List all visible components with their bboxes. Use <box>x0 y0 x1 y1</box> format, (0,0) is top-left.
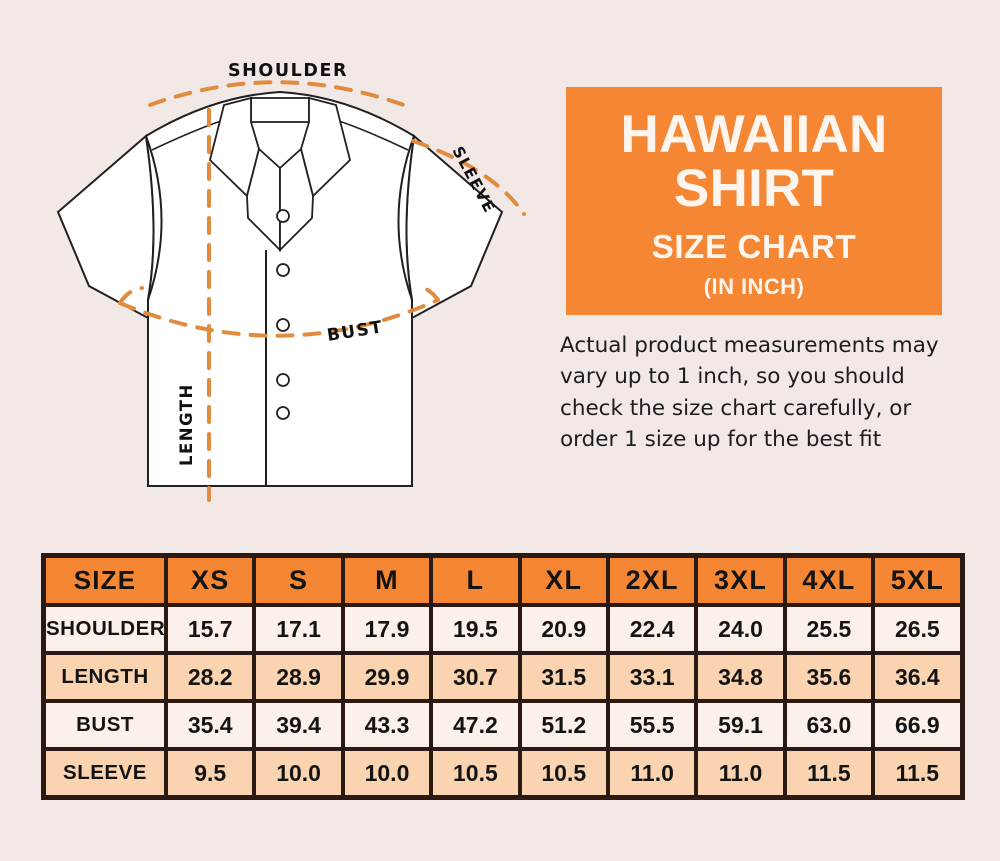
shirt-illustration <box>56 90 504 487</box>
title-line-2: SHIRT <box>673 158 835 218</box>
cell-sleeve-s: 10.0 <box>254 749 343 797</box>
left-armhole-seam <box>145 135 163 301</box>
right-armhole-seam <box>397 135 415 301</box>
description-text: Actual product measurements may vary up … <box>560 333 939 453</box>
sleeve-guide-line <box>411 139 526 216</box>
cell-sleeve-4xl: 11.5 <box>784 749 874 797</box>
shirt-body-shape <box>144 90 416 487</box>
shoulder-label: SHOULDER <box>228 61 348 81</box>
row-label-sleeve: SLEEVE <box>44 749 166 797</box>
header-size-xl: XL <box>519 556 608 605</box>
title-line-1: HAWAIIAN <box>620 104 888 164</box>
button <box>276 263 290 277</box>
cell-bust-m: 43.3 <box>342 701 432 749</box>
header-size-4xl: 4XL <box>784 556 874 605</box>
right-lapel <box>279 147 314 253</box>
header-size-m: M <box>342 556 432 605</box>
table-body: SHOULDER 15.7 17.1 17.9 19.5 20.9 22.4 2… <box>44 605 962 797</box>
cell-bust-5xl: 66.9 <box>873 701 962 749</box>
title-subtitle: SIZE CHART <box>651 227 857 265</box>
cell-length-m: 29.9 <box>342 653 432 701</box>
title-panel: HAWAIIAN SHIRT SIZE CHART (IN INCH) <box>566 87 942 315</box>
cell-sleeve-xl: 10.5 <box>519 749 608 797</box>
cell-shoulder-xl: 20.9 <box>519 605 608 653</box>
cell-length-xl: 31.5 <box>519 653 608 701</box>
cell-sleeve-5xl: 11.5 <box>873 749 962 797</box>
table-row: LENGTH 28.2 28.9 29.9 30.7 31.5 33.1 34.… <box>44 653 962 701</box>
cell-bust-2xl: 55.5 <box>607 701 697 749</box>
cell-sleeve-3xl: 11.0 <box>696 749 785 797</box>
left-lapel <box>246 147 281 253</box>
table-header: SIZE XS S M L XL 2XL 3XL 4XL 5XL <box>44 556 962 605</box>
header-size-2xl: 2XL <box>607 556 697 605</box>
table-row: BUST 35.4 39.4 43.3 47.2 51.2 55.5 59.1 … <box>44 701 962 749</box>
cell-shoulder-s: 17.1 <box>254 605 343 653</box>
row-label-length: LENGTH <box>44 653 166 701</box>
cell-length-2xl: 33.1 <box>607 653 697 701</box>
cell-bust-3xl: 59.1 <box>696 701 785 749</box>
cell-length-xs: 28.2 <box>166 653 255 701</box>
cell-bust-xs: 35.4 <box>166 701 255 749</box>
shirt-diagram: SHOULDER SLEEVE BUST LENGTH <box>0 0 560 530</box>
header-size-5xl: 5XL <box>873 556 962 605</box>
button <box>276 318 290 332</box>
row-label-shoulder: SHOULDER <box>44 605 166 653</box>
cell-shoulder-xs: 15.7 <box>166 605 255 653</box>
cell-shoulder-4xl: 25.5 <box>784 605 874 653</box>
cell-length-l: 30.7 <box>431 653 520 701</box>
button <box>276 373 290 387</box>
header-size-label: SIZE <box>44 556 166 605</box>
cell-shoulder-2xl: 22.4 <box>607 605 697 653</box>
cell-shoulder-5xl: 26.5 <box>873 605 962 653</box>
header-size-3xl: 3XL <box>696 556 785 605</box>
cell-bust-4xl: 63.0 <box>784 701 874 749</box>
cell-shoulder-m: 17.9 <box>342 605 432 653</box>
button <box>276 209 290 223</box>
cell-shoulder-3xl: 24.0 <box>696 605 785 653</box>
header-size-s: S <box>254 556 343 605</box>
measurement-guides <box>118 80 526 502</box>
bust-guide-line <box>118 298 440 338</box>
bust-guide-cap-right <box>414 284 440 302</box>
cell-sleeve-m: 10.0 <box>342 749 432 797</box>
cell-bust-s: 39.4 <box>254 701 343 749</box>
header-size-xs: XS <box>166 556 255 605</box>
cell-length-5xl: 36.4 <box>873 653 962 701</box>
right-sleeve-shape <box>405 134 504 320</box>
cell-bust-xl: 51.2 <box>519 701 608 749</box>
neck-band <box>250 97 310 123</box>
size-chart-table: SIZE XS S M L XL 2XL 3XL 4XL 5XL SHOULDE… <box>41 553 965 800</box>
cell-sleeve-xs: 9.5 <box>166 749 255 797</box>
cell-sleeve-2xl: 11.0 <box>607 749 697 797</box>
title-unit: (IN INCH) <box>703 274 805 300</box>
cell-sleeve-l: 10.5 <box>431 749 520 797</box>
cell-length-4xl: 35.6 <box>784 653 874 701</box>
table-row: SLEEVE 9.5 10.0 10.0 10.5 10.5 11.0 11.0… <box>44 749 962 797</box>
shoulder-guide-line <box>148 80 414 110</box>
left-sleeve-shape <box>56 134 155 320</box>
table-row: SHOULDER 15.7 17.1 17.9 19.5 20.9 22.4 2… <box>44 605 962 653</box>
cell-length-s: 28.9 <box>254 653 343 701</box>
length-label: LENGTH <box>177 383 196 466</box>
header-size-l: L <box>431 556 520 605</box>
size-table-container: SIZE XS S M L XL 2XL 3XL 4XL 5XL SHOULDE… <box>41 553 965 800</box>
cell-length-3xl: 34.8 <box>696 653 785 701</box>
cell-bust-l: 47.2 <box>431 701 520 749</box>
bust-guide-cap-left <box>118 286 144 305</box>
row-label-bust: BUST <box>44 701 166 749</box>
cell-shoulder-l: 19.5 <box>431 605 520 653</box>
button <box>276 406 290 420</box>
table-header-row: SIZE XS S M L XL 2XL 3XL 4XL 5XL <box>44 556 962 605</box>
